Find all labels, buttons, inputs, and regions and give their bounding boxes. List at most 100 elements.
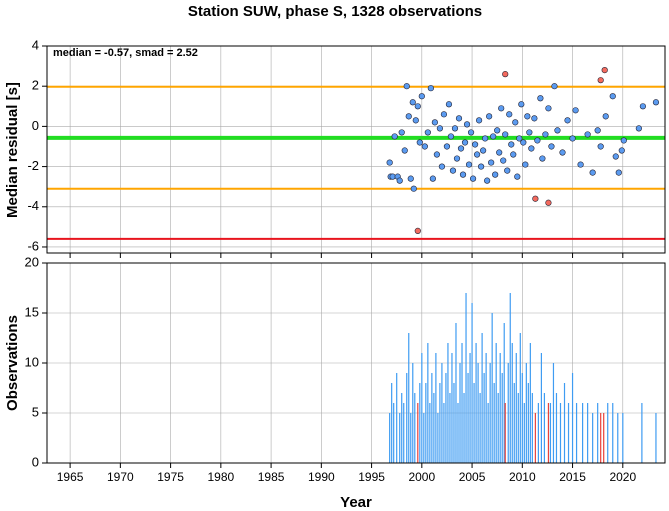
bar <box>414 393 416 463</box>
point <box>451 125 459 132</box>
bar <box>435 353 437 463</box>
bar <box>543 393 546 463</box>
x-axis-label: Year <box>340 494 372 511</box>
y-tick-label: 2 <box>32 78 39 93</box>
bar <box>433 393 435 463</box>
point <box>537 95 544 102</box>
bar <box>552 363 555 463</box>
point <box>396 177 403 184</box>
y-tick-label: 4 <box>32 37 39 52</box>
bar <box>501 373 503 463</box>
bar <box>563 383 566 463</box>
point <box>478 163 485 170</box>
x-tick-label: 1980 <box>207 470 234 484</box>
bar <box>571 373 574 463</box>
point <box>508 141 515 148</box>
y-tick-label: 20 <box>25 254 39 269</box>
point <box>459 171 467 178</box>
point <box>473 151 481 158</box>
y-tick-label: 0 <box>32 454 39 469</box>
point <box>453 155 461 162</box>
point <box>584 131 591 138</box>
point <box>618 147 625 154</box>
point <box>545 105 552 112</box>
bar <box>477 363 479 463</box>
x-tick-label: 1970 <box>107 470 134 484</box>
point <box>620 137 627 144</box>
bar <box>467 373 469 463</box>
bar <box>439 383 441 463</box>
point <box>471 141 479 148</box>
bar <box>403 403 405 463</box>
bar <box>487 403 489 463</box>
y-tick-label: 15 <box>25 304 39 319</box>
bar <box>525 363 527 463</box>
point <box>398 129 405 136</box>
y-tick-label: -6 <box>27 238 39 253</box>
bar <box>457 403 459 463</box>
point <box>488 159 495 166</box>
bar <box>443 403 445 463</box>
point <box>457 145 465 152</box>
point <box>418 93 425 100</box>
point <box>455 115 463 122</box>
point <box>652 99 660 106</box>
bar <box>451 353 453 463</box>
point <box>564 117 571 124</box>
point <box>612 153 619 160</box>
y-axis-label: Median residual [s] <box>4 82 21 218</box>
bar <box>507 363 509 463</box>
bar <box>612 403 614 463</box>
x-tick-label: 1985 <box>258 470 285 484</box>
bar <box>459 363 461 463</box>
y-tick-label: 5 <box>32 404 39 419</box>
point <box>421 143 428 150</box>
bar <box>423 413 425 463</box>
point <box>433 151 440 158</box>
point <box>518 101 525 108</box>
x-tick-label: 1965 <box>57 470 84 484</box>
point <box>416 139 423 146</box>
y-axis-label: Observations <box>4 315 21 411</box>
bar <box>491 313 493 463</box>
bar <box>655 413 657 463</box>
bar <box>519 333 521 463</box>
point <box>510 151 517 158</box>
x-tick-label: 2010 <box>509 470 536 484</box>
point <box>522 161 529 168</box>
point <box>465 161 473 168</box>
bar <box>441 363 443 463</box>
y-tick-label: -4 <box>27 198 39 213</box>
point <box>496 149 503 156</box>
bar <box>425 383 427 463</box>
bar <box>391 383 393 463</box>
point <box>597 77 604 84</box>
point <box>502 131 509 138</box>
point <box>490 133 497 140</box>
point <box>412 117 419 124</box>
bar <box>582 403 584 463</box>
bar <box>461 343 463 463</box>
bar <box>549 403 552 463</box>
bar <box>401 393 403 463</box>
point <box>409 99 416 106</box>
point <box>494 127 501 134</box>
point <box>520 139 527 146</box>
bar <box>419 383 421 463</box>
point <box>526 129 533 136</box>
bar <box>527 383 529 463</box>
bar <box>455 323 457 463</box>
chart-title: Station SUW, phase S, 1328 observations <box>188 3 482 20</box>
bar <box>489 363 491 463</box>
point <box>482 135 489 142</box>
point <box>480 147 487 154</box>
point <box>447 133 455 140</box>
point <box>506 111 513 118</box>
point <box>512 119 519 126</box>
point <box>431 119 438 126</box>
point <box>440 111 448 118</box>
point <box>524 113 531 120</box>
bar <box>445 373 447 463</box>
bar <box>575 403 578 463</box>
point <box>449 167 457 174</box>
